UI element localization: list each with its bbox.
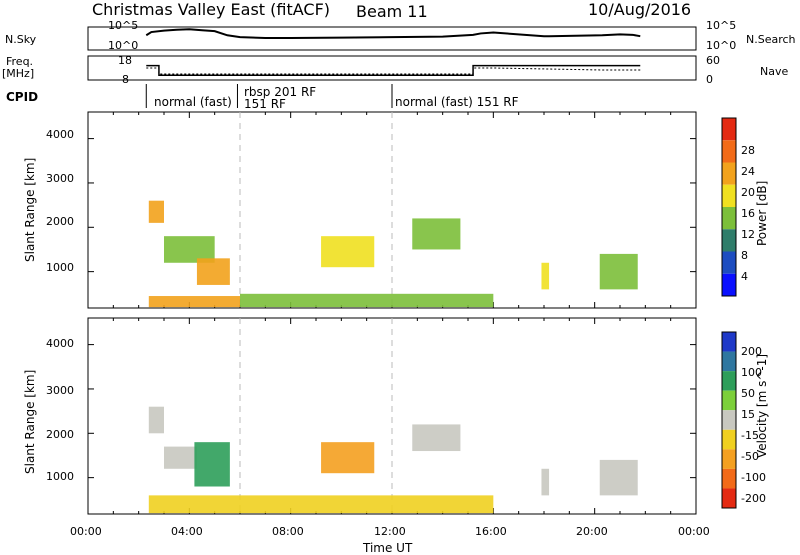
power-scatter-region [412,218,461,250]
nsky-series-line [145,28,641,40]
x-tick-3: 12:00 [374,525,406,538]
power-colorbar-swatch [722,140,736,163]
x-tick-6: 00:00 [678,525,710,538]
power-colorbar-frame [721,117,737,297]
velocity-y-tick-2000: 2000 [46,428,74,441]
velocity-colorbar-tick-minus15: -15 [741,429,759,442]
velocity-colorbar-swatch [722,390,736,411]
velocity-colorbar-swatch [722,410,736,430]
velocity-scatter-region [194,442,230,487]
velocity-colorbar-tick-minus100: -100 [741,471,766,484]
power-scatter-region [240,293,494,308]
power-colorbar-swatch [722,184,736,207]
power-colorbar-tick-28: 28 [741,144,755,157]
velocity-scatter-region [164,446,197,469]
velocity-scatter-region [148,406,164,434]
x-tick-2: 08:00 [272,525,304,538]
velocity-scatter-region [541,468,550,496]
power-y-tick-3000: 3000 [46,172,74,185]
velocity-colorbar-swatch [722,351,736,372]
velocity-y-tick-1000: 1000 [46,470,74,483]
power-colorbar-swatch [722,207,736,230]
power-colorbar-tick-24: 24 [741,165,755,178]
nave-tick-bottom: 0 [706,73,713,86]
power-colorbar-swatch [722,118,736,141]
x-tick-5: 20:00 [576,525,608,538]
freq-tick-top: 18 [118,54,132,67]
freq-label-line1: Freq. [6,55,34,68]
velocity-colorbar-swatch [722,488,736,508]
nsearch-tick-bottom: 10^0 [706,39,737,52]
power-colorbar-swatch [722,162,736,185]
power-colorbar-tick-16: 16 [741,207,755,220]
power-colorbar-swatch [722,229,736,252]
x-tick-1: 04:00 [171,525,203,538]
x-tick-0: 00:00 [70,525,102,538]
velocity-colorbar-tick-minus50: -50 [741,450,759,463]
power-scatter-region [599,253,638,290]
velocity-colorbar-tick-15: 15 [741,408,755,421]
velocity-scatter-region [412,424,461,452]
cpid-entry-normal-151: normal (fast) 151 RF [395,95,519,109]
velocity-colorbar-tick-200: 200 [741,345,762,358]
nsky-label: N.Sky [5,33,37,46]
nsky-panel-frame [87,26,697,51]
cpid-entry-rbsp: rbsp 201 RF [244,85,317,99]
power-colorbar-swatch [722,273,736,296]
velocity-scatter-region [148,495,494,514]
nsearch-label: N.Search [746,33,796,46]
freq-label-line2: [MHz] [2,67,35,80]
beam-label: Beam 11 [356,2,428,21]
power-scatter-region [321,236,375,268]
power-scatter-region [196,258,230,285]
cpid-label: CPID [6,90,39,104]
nsearch-tick-top: 10^5 [706,19,737,32]
velocity-colorbar-swatch [722,468,736,489]
nave-tick-top: 60 [706,54,720,67]
velocity-colorbar-tick-100: 100 [741,366,762,379]
velocity-scatter-region [321,442,375,474]
nsky-tick-bottom: 10^0 [108,39,139,52]
power-colorbar-tick-12: 12 [741,228,755,241]
velocity-colorbar-swatch [722,332,736,352]
power-scatter-region [148,296,240,308]
freq-series-line [146,64,641,76]
cpid-entry-151: 151 RF [244,97,286,111]
date-label: 10/Aug/2016 [588,0,692,19]
velocity-colorbar-tick-50: 50 [741,387,755,400]
power-colorbar-swatch [722,251,736,274]
plot-title: Christmas Valley East (fitACF) [92,0,331,19]
x-tick-4: 16:00 [475,525,507,538]
nave-label: Nave [760,65,789,78]
power-y-tick-4000: 4000 [46,128,74,141]
nave-series-line [146,67,641,75]
power-y-tick-2000: 2000 [46,215,74,228]
velocity-y-tick-4000: 4000 [46,337,74,350]
power-colorbar-tick-20: 20 [741,186,755,199]
velocity-colorbar-tick-minus200: -200 [741,492,766,505]
velocity-scatter-region [599,459,638,496]
power-scatter-region [541,262,550,290]
velocity-colorbar-frame [721,331,737,509]
power-y-tick-1000: 1000 [46,261,74,274]
power-colorbar-tick-4: 4 [741,270,748,283]
power-scatter-region [148,200,164,223]
power-colorbar-tick-8: 8 [741,249,748,262]
x-axis-label: Time UT [363,541,413,555]
velocity-colorbar-swatch [722,429,736,450]
freq-panel-frame [87,55,697,81]
velocity-y-tick-3000: 3000 [46,384,74,397]
velocity-colorbar-swatch [722,449,736,469]
velocity-colorbar-swatch [722,371,736,391]
cpid-entry-normal: normal (fast) [154,95,232,109]
nsky-tick-top: 10^5 [108,19,139,32]
